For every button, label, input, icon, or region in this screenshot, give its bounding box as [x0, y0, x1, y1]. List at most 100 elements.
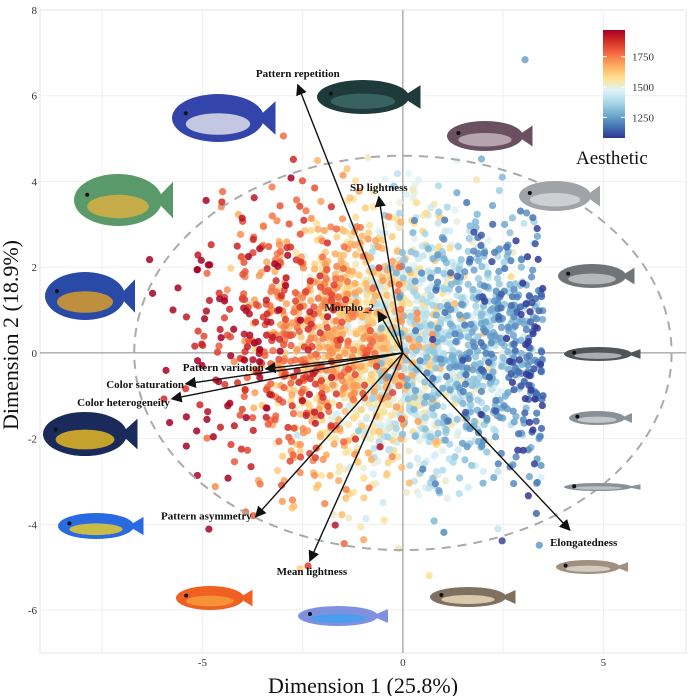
- data-point: [400, 364, 408, 372]
- data-point: [456, 332, 465, 340]
- data-point: [476, 359, 485, 368]
- data-point: [336, 336, 344, 344]
- data-point: [238, 405, 246, 413]
- data-point: [296, 440, 305, 449]
- data-point: [411, 432, 419, 440]
- data-point: [508, 214, 517, 222]
- data-point: [453, 189, 461, 197]
- data-point: [285, 433, 293, 441]
- data-point: [441, 216, 449, 224]
- data-point: [441, 308, 449, 317]
- data-point: [306, 292, 315, 300]
- data-point: [361, 204, 369, 212]
- data-point: [319, 456, 327, 464]
- data-point: [148, 289, 157, 297]
- data-point: [535, 541, 543, 549]
- data-point: [455, 489, 463, 498]
- data-point: [296, 410, 304, 418]
- data-point: [402, 190, 411, 198]
- data-point: [512, 453, 520, 461]
- data-point: [428, 404, 437, 412]
- data-point: [352, 251, 360, 259]
- data-point: [488, 258, 496, 266]
- data-point: [395, 223, 403, 232]
- data-point: [249, 356, 257, 364]
- data-point: [435, 389, 443, 398]
- data-point: [455, 285, 463, 294]
- data-point: [538, 315, 547, 324]
- data-point: [340, 227, 348, 235]
- data-point: [462, 312, 470, 320]
- fish-image: [43, 412, 138, 456]
- data-point: [342, 449, 350, 457]
- data-point: [507, 302, 515, 310]
- data-point: [323, 323, 331, 332]
- data-point: [307, 320, 315, 328]
- data-point: [419, 465, 427, 473]
- data-point: [527, 386, 535, 394]
- data-point: [351, 370, 359, 379]
- data-point: [480, 282, 489, 290]
- data-point: [318, 383, 326, 391]
- data-point: [311, 454, 320, 462]
- loading-arrow: [374, 195, 404, 354]
- data-point: [310, 471, 319, 479]
- vector-label: Color heterogeneity: [77, 397, 170, 409]
- data-point: [446, 320, 455, 328]
- data-point: [344, 365, 353, 373]
- data-point: [413, 291, 421, 300]
- colorbar-legend: 1250 1500 1750 Aesthetic: [576, 30, 655, 169]
- data-point: [537, 367, 545, 376]
- data-point: [321, 260, 329, 268]
- vector-label: Pattern repetition: [256, 68, 340, 80]
- data-point: [499, 354, 507, 362]
- data-point: [381, 367, 389, 375]
- fish-image: [45, 272, 135, 320]
- data-point: [415, 335, 423, 343]
- data-point: [324, 313, 332, 321]
- data-point: [289, 451, 297, 459]
- data-point: [209, 433, 217, 441]
- fish-eye: [572, 484, 577, 489]
- data-point: [466, 401, 475, 409]
- data-point: [445, 331, 453, 339]
- data-point: [468, 382, 476, 390]
- data-point: [508, 378, 517, 387]
- data-point: [276, 202, 284, 210]
- data-point: [372, 362, 381, 370]
- data-point: [464, 247, 472, 255]
- data-point: [430, 411, 438, 419]
- data-point: [342, 494, 350, 502]
- data-point: [451, 453, 459, 461]
- data-point: [436, 302, 444, 310]
- data-point: [267, 360, 275, 368]
- data-point: [517, 349, 525, 358]
- data-point: [261, 351, 269, 360]
- data-point: [367, 434, 375, 443]
- data-point: [439, 402, 447, 411]
- fish-pattern: [458, 133, 512, 147]
- y-axis-title: Dimension 2 (18.9%): [0, 240, 23, 430]
- vector-label: Elongatedness: [550, 537, 618, 549]
- data-point: [477, 319, 485, 328]
- fish-pattern: [87, 194, 149, 219]
- data-point: [471, 218, 480, 226]
- data-point: [388, 453, 396, 461]
- data-point: [479, 467, 488, 476]
- data-point: [328, 291, 336, 299]
- data-point: [371, 292, 379, 300]
- data-point: [466, 395, 474, 403]
- data-point: [434, 429, 442, 437]
- data-point: [331, 250, 339, 258]
- data-point: [423, 353, 431, 362]
- data-point: [404, 170, 413, 178]
- data-point: [497, 290, 505, 298]
- data-point: [435, 487, 443, 495]
- data-point: [242, 307, 250, 315]
- data-point: [399, 430, 407, 438]
- data-point: [356, 363, 364, 371]
- data-point: [533, 409, 541, 417]
- data-point: [380, 221, 389, 229]
- data-point: [528, 298, 536, 307]
- data-point: [250, 194, 258, 202]
